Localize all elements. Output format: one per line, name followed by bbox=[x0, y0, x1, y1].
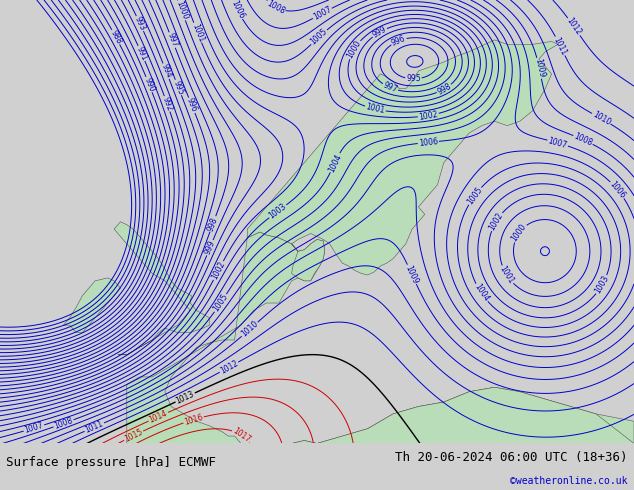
Text: 1007: 1007 bbox=[23, 421, 44, 435]
Text: 1005: 1005 bbox=[465, 185, 484, 206]
Text: 1005: 1005 bbox=[309, 27, 329, 47]
Text: 1002: 1002 bbox=[488, 211, 505, 232]
Text: 1010: 1010 bbox=[591, 110, 612, 127]
Text: 995: 995 bbox=[406, 74, 421, 83]
Text: 995: 995 bbox=[172, 79, 185, 96]
Text: 1007: 1007 bbox=[547, 136, 568, 150]
Polygon shape bbox=[70, 443, 235, 458]
Text: 1004: 1004 bbox=[327, 152, 344, 173]
Text: Th 20-06-2024 06:00 UTC (18+36): Th 20-06-2024 06:00 UTC (18+36) bbox=[395, 451, 628, 464]
Text: 1000: 1000 bbox=[510, 222, 528, 244]
Text: 1000: 1000 bbox=[346, 39, 363, 60]
Text: 1009: 1009 bbox=[533, 58, 546, 79]
Text: 997: 997 bbox=[382, 81, 399, 95]
Text: 1001: 1001 bbox=[365, 102, 385, 116]
Text: 996: 996 bbox=[390, 34, 407, 48]
Text: 998: 998 bbox=[206, 216, 219, 232]
Text: 994: 994 bbox=[159, 63, 173, 80]
Text: 988: 988 bbox=[108, 28, 123, 46]
Text: 999: 999 bbox=[203, 239, 217, 256]
Text: 1012: 1012 bbox=[219, 359, 240, 376]
Text: 1001: 1001 bbox=[498, 265, 515, 286]
Text: 993: 993 bbox=[133, 15, 147, 32]
Text: 997: 997 bbox=[165, 31, 179, 49]
Text: 1006: 1006 bbox=[229, 0, 246, 20]
Text: 1014: 1014 bbox=[148, 409, 169, 425]
Polygon shape bbox=[63, 278, 120, 333]
Text: 1010: 1010 bbox=[240, 319, 260, 339]
Text: 991: 991 bbox=[134, 45, 148, 62]
Text: Surface pressure [hPa] ECMWF: Surface pressure [hPa] ECMWF bbox=[6, 456, 216, 468]
Text: 992: 992 bbox=[160, 96, 174, 112]
Text: 1012: 1012 bbox=[565, 16, 583, 37]
Text: 1016: 1016 bbox=[183, 413, 204, 427]
Polygon shape bbox=[298, 455, 311, 480]
Polygon shape bbox=[114, 221, 209, 355]
Text: 1008: 1008 bbox=[265, 0, 287, 16]
Text: 1002: 1002 bbox=[418, 109, 439, 122]
Text: 999: 999 bbox=[371, 24, 388, 40]
Text: 1003: 1003 bbox=[593, 274, 611, 295]
Text: 1006: 1006 bbox=[608, 179, 627, 200]
Text: 1003: 1003 bbox=[268, 202, 288, 220]
Text: 1005: 1005 bbox=[211, 293, 230, 314]
Text: 1011: 1011 bbox=[552, 35, 569, 56]
Polygon shape bbox=[127, 232, 634, 443]
Text: 1011: 1011 bbox=[84, 419, 105, 435]
Text: 990: 990 bbox=[142, 76, 156, 93]
Text: 998: 998 bbox=[436, 81, 453, 97]
Text: 1000: 1000 bbox=[174, 0, 189, 21]
Text: 1007: 1007 bbox=[312, 5, 333, 22]
Text: 1013: 1013 bbox=[174, 390, 196, 406]
Text: 1008: 1008 bbox=[573, 132, 593, 148]
Polygon shape bbox=[292, 240, 325, 281]
Polygon shape bbox=[247, 40, 558, 275]
Text: 1006: 1006 bbox=[418, 137, 439, 148]
Text: 996: 996 bbox=[185, 97, 198, 114]
Text: ©weatheronline.co.uk: ©weatheronline.co.uk bbox=[510, 476, 628, 486]
Text: 1017: 1017 bbox=[231, 426, 252, 444]
Text: 1015: 1015 bbox=[123, 427, 144, 444]
Text: 1009: 1009 bbox=[404, 264, 420, 285]
Polygon shape bbox=[292, 485, 314, 490]
Text: 1004: 1004 bbox=[472, 282, 491, 303]
Polygon shape bbox=[127, 387, 634, 455]
Text: 1008: 1008 bbox=[53, 416, 74, 431]
Text: 1001: 1001 bbox=[190, 22, 205, 43]
Text: 1002: 1002 bbox=[210, 260, 227, 281]
